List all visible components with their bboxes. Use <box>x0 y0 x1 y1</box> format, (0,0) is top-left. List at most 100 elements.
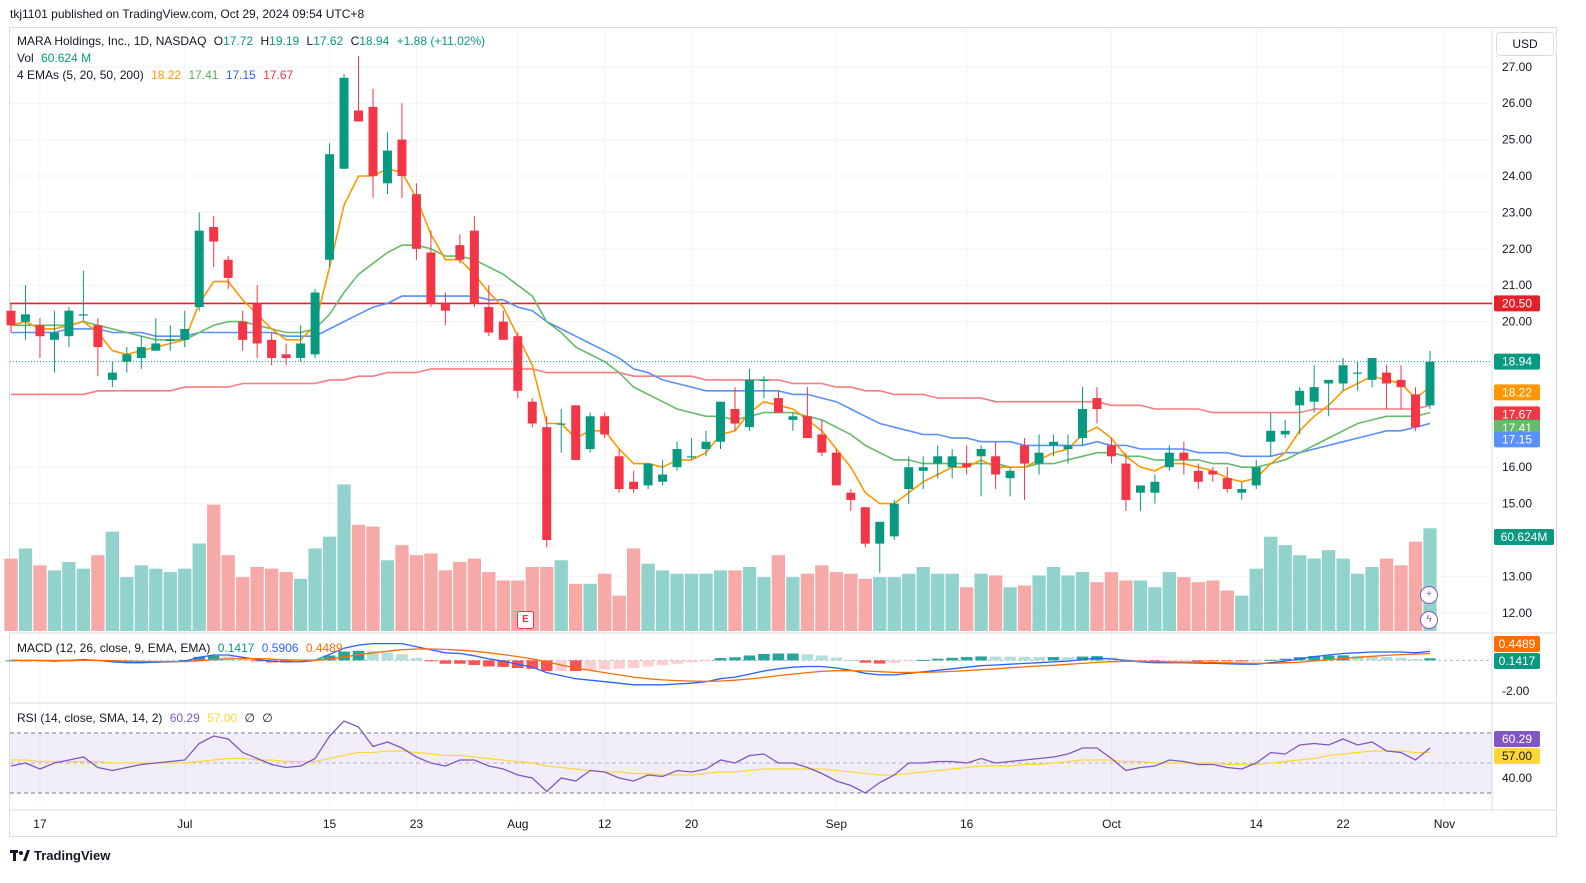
ema5-value: 18.22 <box>151 68 182 82</box>
volume-bar <box>18 548 33 631</box>
earnings-badge[interactable]: E <box>517 611 534 629</box>
volume-bar <box>308 548 322 631</box>
candle-body <box>1353 372 1363 374</box>
volume-bar <box>612 595 626 631</box>
price-tick: 13.00 <box>1502 569 1532 583</box>
candle-body <box>1193 470 1203 482</box>
candle-body <box>1121 463 1131 500</box>
high-label: H <box>260 34 270 48</box>
ema5-tag-bg <box>1494 384 1540 401</box>
candle-body <box>238 321 248 340</box>
macd-histogram-bar <box>830 657 843 661</box>
change-value: +1.88 (+11.02%) <box>396 34 486 48</box>
macd-histogram-bar <box>1395 657 1407 661</box>
candle-body <box>440 303 450 311</box>
date-tick: Nov <box>1434 817 1455 831</box>
candle-body <box>831 452 841 486</box>
macd-label: MACD (12, 26, close, 9, EMA, EMA) <box>17 641 211 655</box>
volume-bar <box>713 570 728 631</box>
candle-body <box>527 401 537 424</box>
candle-body <box>267 339 277 359</box>
macd-histogram-bar <box>917 659 930 661</box>
macd-histogram-bar <box>483 660 495 667</box>
volume-bar <box>1293 555 1307 631</box>
ema50-tag: 17.15 <box>1502 432 1532 446</box>
candle-body <box>513 336 523 391</box>
macd-histogram-bar <box>598 660 611 670</box>
volume-bar <box>134 565 148 631</box>
macd-histogram-bar <box>931 658 944 661</box>
candle-body <box>78 314 88 316</box>
candle-body <box>933 456 943 464</box>
candle-body <box>629 481 639 490</box>
resistance-tag-bg <box>1494 295 1540 312</box>
volume-value: 60.624 M <box>41 51 92 65</box>
volume-bar <box>699 573 713 631</box>
volume-bar <box>1220 590 1234 631</box>
volume-bar <box>626 548 641 631</box>
candle-body <box>1078 408 1087 439</box>
rsi-tag-bg <box>1494 731 1540 747</box>
ema-legend[interactable]: 4 EMAs (5, 20, 50, 200) 18.22 17.41 17.1… <box>17 67 297 83</box>
rsi-upper-value: ∅ <box>244 711 255 725</box>
macd-signal-tag: 0.4489 <box>1499 637 1536 651</box>
candle-body <box>1411 394 1421 428</box>
candle-body <box>165 339 175 342</box>
macd-histogram-bar <box>845 659 857 661</box>
lightning-icon[interactable]: ϟ <box>1420 611 1438 629</box>
candle-body <box>1295 390 1305 406</box>
volume-bar <box>467 558 482 631</box>
macd-legend[interactable]: MACD (12, 26, close, 9, EMA, EMA) 0.1417… <box>17 640 347 656</box>
volume-bar <box>1249 568 1263 631</box>
candle-body <box>643 463 653 486</box>
candle-body <box>1034 452 1044 464</box>
volume-legend[interactable]: Vol 60.624 M <box>17 50 95 66</box>
candle-body <box>585 416 595 450</box>
symbol-legend[interactable]: MARA Holdings, Inc., 1D, NASDAQ OC17.72 … <box>17 33 489 49</box>
candle-body <box>1063 445 1073 450</box>
candle-body <box>455 245 465 260</box>
rsi-tag: 60.29 <box>1502 732 1532 746</box>
volume-bar <box>482 572 496 631</box>
volume-bar <box>293 578 308 631</box>
rsi-value: 60.29 <box>169 711 200 725</box>
plus-circle-icon[interactable]: + <box>1420 586 1438 604</box>
ema50-tag-bg <box>1494 431 1540 448</box>
symbol-name: MARA Holdings, Inc., 1D, NASDAQ <box>17 34 207 48</box>
candle-body <box>64 310 74 337</box>
candle-body <box>817 434 827 453</box>
volume-tag: 60.624M <box>1501 530 1548 544</box>
price-tick: 22.00 <box>1502 242 1532 256</box>
currency-button[interactable]: USD <box>1496 32 1554 56</box>
volume-bar <box>887 577 901 631</box>
rsi-legend[interactable]: RSI (14, close, SMA, 14, 2) 60.29 57.00 … <box>17 710 277 726</box>
tradingview-brand[interactable]: TradingView <box>10 848 110 863</box>
macd-histogram-bar <box>801 654 814 661</box>
volume-bar <box>409 555 424 631</box>
candle-body <box>93 325 103 348</box>
candle-body <box>1092 398 1102 409</box>
candle-body <box>6 310 16 326</box>
macd-histogram-bar <box>1004 656 1016 661</box>
price-tick: 12.00 <box>1502 606 1532 620</box>
date-tick: 20 <box>685 817 699 831</box>
volume-bar <box>670 573 684 631</box>
volume-bar <box>1032 575 1046 631</box>
candle-body <box>716 401 725 442</box>
candle-body <box>1425 361 1435 406</box>
volume-bar <box>757 577 771 631</box>
volume-bar <box>1177 577 1191 631</box>
price-tick: 24.00 <box>1502 169 1532 183</box>
candle-body <box>1382 372 1392 384</box>
macd-hist-value: 0.1417 <box>217 641 255 655</box>
last-price-tag: 18.94 <box>1502 355 1532 369</box>
candle-body <box>194 230 204 308</box>
volume-bar <box>540 567 554 631</box>
macd-histogram-bar <box>468 660 481 665</box>
macd-histogram-bar <box>1062 657 1074 661</box>
publish-info: tkj1101 published on TradingView.com, Oc… <box>10 7 365 21</box>
candle-body <box>962 463 972 468</box>
volume-bar <box>207 504 221 631</box>
volume-tag-bg <box>1494 529 1554 545</box>
